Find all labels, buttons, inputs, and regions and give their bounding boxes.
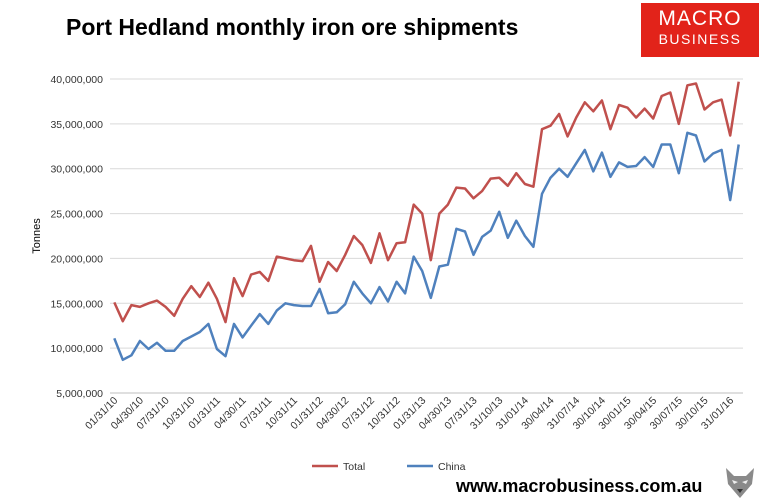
- y-tick-label: 10,000,000: [50, 343, 103, 355]
- y-tick-label: 30,000,000: [50, 164, 103, 176]
- website-url: www.macrobusiness.com.au: [456, 476, 703, 496]
- y-tick-label: 5,000,000: [56, 388, 103, 400]
- series-line-total: [113, 81, 740, 324]
- legend-label: China: [438, 461, 466, 473]
- logo-line-1: MACRO: [658, 7, 742, 30]
- y-axis-label: Tonnes: [31, 218, 43, 254]
- logo-line-2: BUSINESS: [658, 31, 742, 47]
- y-tick-label: 35,000,000: [50, 119, 103, 131]
- y-tick-label: 20,000,000: [50, 253, 103, 265]
- series-line-china: [113, 131, 740, 362]
- y-tick-label: 40,000,000: [50, 74, 103, 86]
- chart-title: Port Hedland monthly iron ore shipments: [66, 14, 519, 40]
- wolf-mascot-icon: [726, 468, 754, 498]
- macrobusiness-logo: MACRO BUSINESS: [641, 3, 759, 57]
- legend-label: Total: [343, 461, 365, 473]
- y-tick-label: 15,000,000: [50, 298, 103, 310]
- y-tick-label: 25,000,000: [50, 209, 103, 221]
